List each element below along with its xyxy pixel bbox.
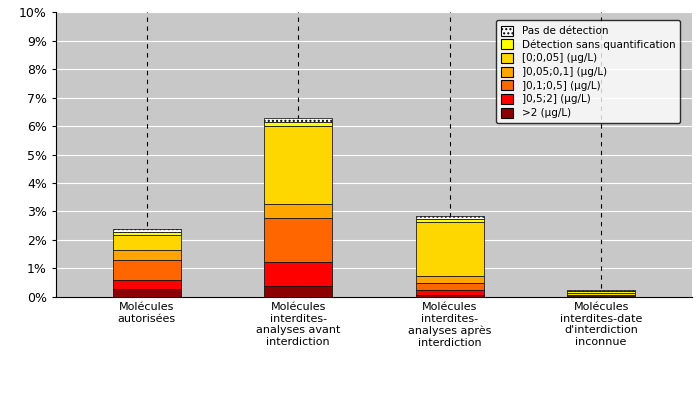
Bar [567,291,635,293]
Bar [264,118,332,122]
Bar [113,280,181,289]
Bar [264,218,332,262]
Bar [416,216,484,219]
Bar [567,293,635,295]
Bar [113,232,181,235]
Bar [113,235,181,250]
Legend: Pas de détection, Détection sans quantification, [0;0,05] (µg/L), ]0,05;0,1] (µg: Pas de détection, Détection sans quantif… [496,21,680,123]
Bar [416,290,484,295]
Bar [264,122,332,126]
Bar [264,286,332,297]
Bar [567,295,635,297]
Bar [113,229,181,232]
Bar [113,260,181,280]
Bar [113,289,181,297]
Bar [264,262,332,286]
Bar [567,290,635,291]
Bar [416,222,484,276]
Bar [416,276,484,283]
Bar [416,295,484,297]
Bar [264,126,332,204]
Bar [264,204,332,218]
Bar [416,283,484,290]
Bar [113,250,181,260]
Bar [416,219,484,222]
